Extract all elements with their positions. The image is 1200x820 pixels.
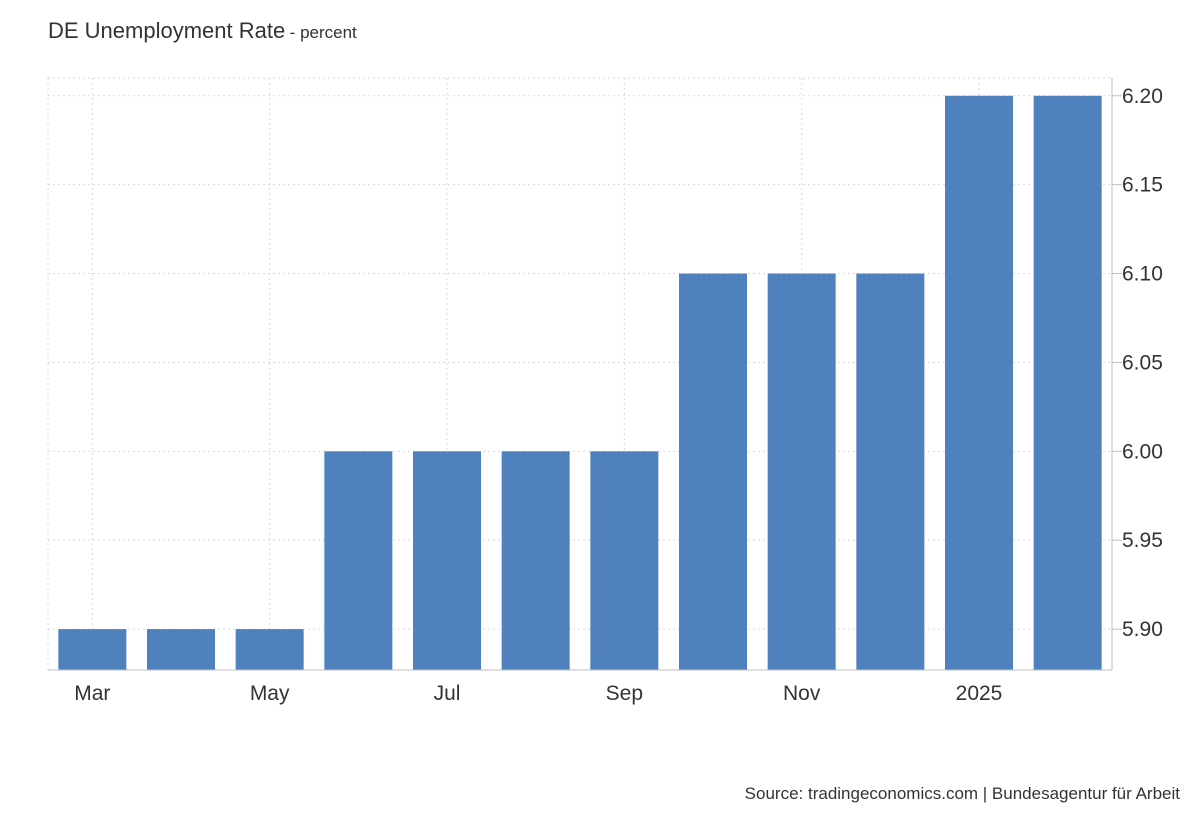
x-tick-label: 2025 (956, 682, 1003, 705)
y-tick-label: 6.15 (1122, 174, 1163, 197)
chart-header: DE Unemployment Rate - percent (48, 18, 357, 44)
bar (767, 273, 836, 670)
bar (147, 629, 215, 670)
bar (1033, 95, 1102, 671)
unemployment-bar-chart: 5.90 5.95 6.00 6.05 6.10 6.15 6.20 Mar May Jul Sep… (47, 77, 1163, 705)
x-tick-label: Sep (606, 682, 643, 705)
bar (679, 273, 747, 670)
x-tick-label: May (250, 682, 290, 705)
bar (856, 273, 925, 670)
bar (235, 629, 304, 670)
bar (590, 451, 659, 670)
chart-subtitle: percent (300, 23, 357, 42)
bar (501, 451, 570, 670)
x-tick-label: Mar (74, 682, 110, 705)
source-attribution: Source: tradingeconomics.com | Bundesage… (744, 784, 1180, 803)
y-tick-label: 5.90 (1122, 618, 1163, 641)
bar (58, 629, 127, 670)
y-tick-label: 6.00 (1122, 440, 1163, 463)
y-tick-label: 6.10 (1122, 263, 1163, 286)
chart-title: DE Unemployment Rate (48, 18, 286, 43)
y-tick-label: 6.20 (1122, 85, 1163, 108)
bar (324, 451, 393, 670)
bar (413, 451, 481, 670)
chart-subtitle-separator: - (289, 23, 301, 42)
y-tick-label: 5.95 (1122, 529, 1163, 552)
y-tick-label: 6.05 (1122, 351, 1163, 374)
bar (945, 95, 1013, 671)
x-tick-label: Nov (783, 682, 821, 705)
x-tick-label: Jul (434, 682, 461, 705)
